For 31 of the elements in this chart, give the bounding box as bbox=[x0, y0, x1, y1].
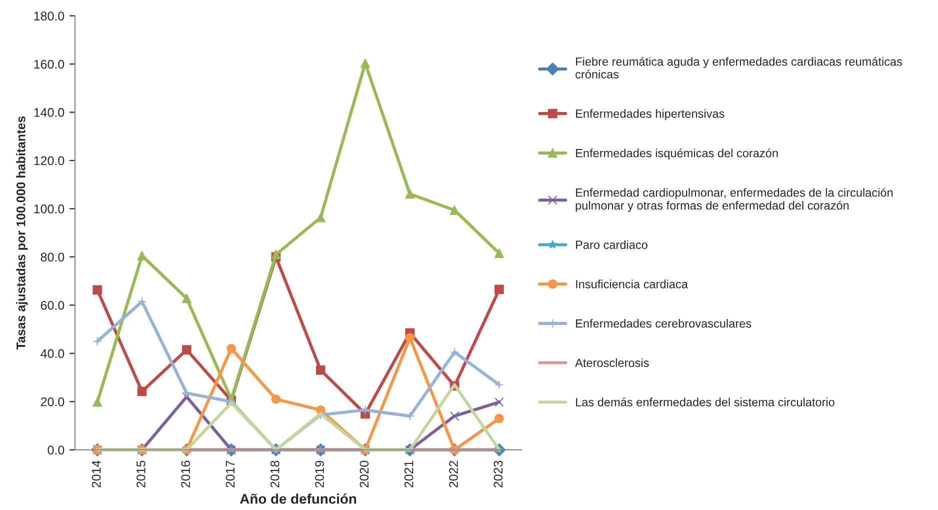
x-tick-label: 2023 bbox=[494, 460, 503, 488]
x-tick-label: 2016 bbox=[181, 460, 190, 488]
y-tick-label: 80.0 bbox=[40, 252, 64, 262]
legend-label: Enfermedades cerebrovasculares bbox=[576, 318, 752, 328]
legend-label: Paro cardiaco bbox=[576, 240, 648, 249]
y-tick-label: 180.0 bbox=[34, 12, 64, 20]
y-axis-title: Tasas ajustadas por 100.000 habitantes bbox=[16, 116, 28, 350]
legend-label: Enfermedades isquémicas del corazón bbox=[576, 148, 778, 160]
legend-label: Enfermedad cardiopulmonar, enfermedades de la circulación pulmonar y otras formas de enfermedad del corazón bbox=[576, 188, 893, 212]
x-tick-label: 2018 bbox=[270, 460, 280, 488]
legend-label: Las demás enfermedades del sistema circulatorio bbox=[576, 398, 834, 406]
x-tick-label: 2019 bbox=[315, 460, 324, 488]
x-tick-label: 2015 bbox=[136, 460, 146, 488]
y-tick-label: 60.0 bbox=[40, 300, 64, 310]
x-tick-label: 2020 bbox=[360, 460, 369, 488]
y-tick-label: 20.0 bbox=[40, 397, 64, 406]
x-tick-label: 2017 bbox=[226, 460, 235, 488]
legend-label: Aterosclerosis bbox=[575, 358, 649, 368]
x-tick-label: 2021 bbox=[404, 460, 414, 488]
y-tick-label: 0.0 bbox=[48, 446, 64, 454]
y-tick-label: 40.0 bbox=[40, 349, 64, 358]
x-axis-title: Año de defunción bbox=[240, 493, 356, 504]
y-tick-label: 160.0 bbox=[34, 60, 64, 69]
legend-label: Enfermedades hipertensivas bbox=[576, 109, 724, 120]
y-tick-label: 100.0 bbox=[34, 204, 64, 214]
x-tick-label: 2014 bbox=[92, 460, 101, 488]
y-tick-label: 140.0 bbox=[34, 108, 64, 117]
legend-label: Fiebre reumática aguda y enfermedades cardiacas reumáticas crónicas bbox=[576, 56, 902, 78]
y-tick-label: 120.0 bbox=[34, 156, 64, 166]
x-tick-label: 2022 bbox=[449, 460, 458, 488]
legend-label: Insuficiencia cardiaca bbox=[576, 280, 688, 288]
